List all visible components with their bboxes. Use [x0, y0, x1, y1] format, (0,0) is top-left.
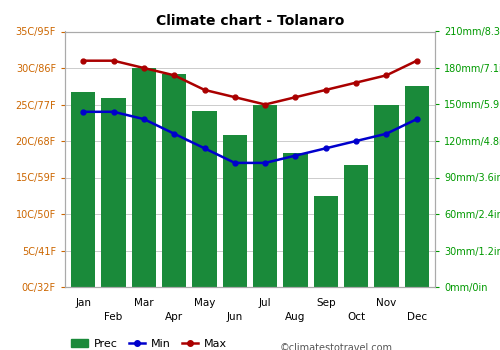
Text: Jan: Jan	[75, 298, 91, 308]
Bar	[344, 165, 368, 287]
Bar	[314, 196, 338, 287]
Legend: Prec, Min, Max: Prec, Min, Max	[67, 334, 232, 350]
Text: Oct: Oct	[347, 312, 365, 322]
Bar	[374, 105, 398, 287]
Bar	[162, 74, 186, 287]
Text: Apr: Apr	[165, 312, 183, 322]
Text: Aug: Aug	[286, 312, 306, 322]
Bar	[192, 111, 216, 287]
Text: Mar: Mar	[134, 298, 154, 308]
Text: Sep: Sep	[316, 298, 336, 308]
Bar	[71, 92, 96, 287]
Bar	[102, 98, 126, 287]
Text: Feb: Feb	[104, 312, 122, 322]
Text: Jun: Jun	[226, 312, 243, 322]
Text: May: May	[194, 298, 215, 308]
Bar	[222, 135, 247, 287]
Bar	[284, 153, 308, 287]
Text: Nov: Nov	[376, 298, 396, 308]
Text: Dec: Dec	[406, 312, 427, 322]
Bar	[132, 68, 156, 287]
Text: ©climatestotravel.com: ©climatestotravel.com	[280, 343, 392, 350]
Bar	[253, 105, 278, 287]
Bar	[404, 86, 429, 287]
Title: Climate chart - Tolanaro: Climate chart - Tolanaro	[156, 14, 344, 28]
Text: Jul: Jul	[259, 298, 272, 308]
